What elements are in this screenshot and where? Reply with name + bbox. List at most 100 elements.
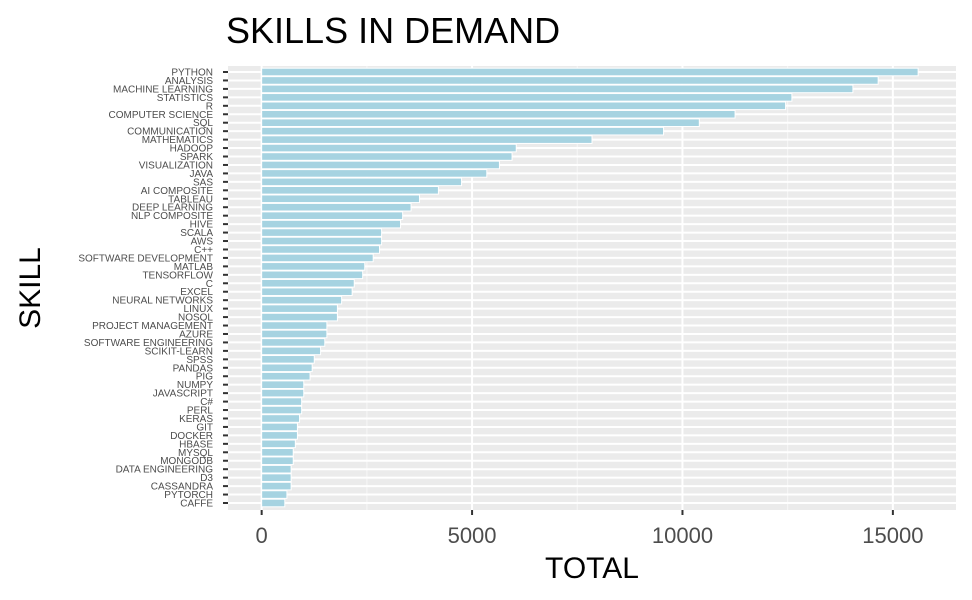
y-tick-label: PANDAS xyxy=(173,363,214,374)
y-tick-label: AWS xyxy=(191,237,214,248)
y-tick-label: DATA ENGINEERING xyxy=(116,465,214,476)
bar xyxy=(261,371,311,381)
bar xyxy=(261,456,294,466)
bar xyxy=(261,219,402,229)
y-tick-label: PYTORCH xyxy=(164,490,213,501)
y-tick-label: SOFTWARE DEVELOPMENT xyxy=(78,253,213,264)
y-tick-label: C# xyxy=(200,397,213,408)
bar xyxy=(261,464,292,474)
bar xyxy=(261,473,292,482)
y-tick-label: EXCEL xyxy=(180,287,213,298)
bar xyxy=(261,236,383,246)
bar xyxy=(261,84,854,94)
bar xyxy=(261,363,313,373)
bar xyxy=(261,76,879,85)
bar xyxy=(261,109,736,119)
bar xyxy=(261,160,500,170)
y-tick-label: SCALA xyxy=(180,228,213,239)
y-tick-label: DOCKER xyxy=(170,431,213,442)
bar xyxy=(261,431,298,440)
bar xyxy=(261,490,288,499)
bar xyxy=(261,101,787,111)
bar xyxy=(261,93,793,102)
y-tick-label: COMMUNICATION xyxy=(127,127,213,138)
y-tick-label: AI COMPOSITE xyxy=(141,186,214,197)
bar xyxy=(261,388,305,398)
y-tick-label: PYTHON xyxy=(171,68,213,79)
bar xyxy=(261,118,700,128)
bar xyxy=(261,380,305,389)
y-tick-label: AZURE xyxy=(179,329,213,340)
y-tick-label: CASSANDRA xyxy=(151,482,214,493)
bar xyxy=(261,194,420,204)
bar xyxy=(261,270,364,280)
y-tick-label: SQL xyxy=(193,118,213,129)
y-tick-label: SCIKIT-LEARN xyxy=(145,346,213,357)
bar xyxy=(261,135,593,144)
bar xyxy=(261,202,412,212)
y-tick-label: KERAS xyxy=(179,414,213,425)
y-tick-label: HBASE xyxy=(179,439,213,450)
y-tick-label: MATHEMATICS xyxy=(142,135,214,146)
bar xyxy=(261,186,439,195)
bar xyxy=(261,321,328,330)
y-tick-label: MATLAB xyxy=(174,262,214,273)
x-tick-label: 5000 xyxy=(448,523,497,548)
x-axis: 0 5000 10000 15000 xyxy=(256,510,923,548)
bar xyxy=(261,414,301,423)
y-tick-label: SOFTWARE ENGINEERING xyxy=(84,338,213,349)
bar xyxy=(261,211,404,220)
y-tick-label: NEURAL NETWORKS xyxy=(112,296,213,307)
y-tick-label: DEEP LEARNING xyxy=(132,203,213,214)
bar xyxy=(261,253,374,263)
x-tick-label: 0 xyxy=(256,523,268,548)
x-tick-label: 10000 xyxy=(652,523,713,548)
y-tick-label: LINUX xyxy=(184,304,214,315)
bar xyxy=(261,447,294,457)
bar xyxy=(261,228,383,237)
bar xyxy=(261,422,298,432)
y-tick-label: CAFFE xyxy=(180,499,213,510)
y-tick-label: JAVASCRIPT xyxy=(153,389,213,400)
y-tick-label: NLP COMPOSITE xyxy=(131,211,213,222)
y-tick-label: PIG xyxy=(196,372,213,383)
y-tick-label: JAVA xyxy=(189,169,213,180)
bar xyxy=(261,346,322,356)
y-tick-label: HADOOP xyxy=(170,144,214,155)
bar xyxy=(261,295,343,305)
bar xyxy=(261,278,355,288)
bar xyxy=(261,262,366,271)
y-tick-label: PERL xyxy=(187,406,214,417)
bar xyxy=(261,67,919,77)
bar xyxy=(261,143,517,153)
y-tick-label: SPSS xyxy=(186,355,213,366)
bar xyxy=(261,312,338,322)
y-tick-label: VISUALIZATION xyxy=(139,160,213,171)
bar xyxy=(261,126,665,136)
x-axis-title: TOTAL xyxy=(545,552,639,585)
y-tick-label: SPARK xyxy=(180,152,213,163)
bar xyxy=(261,169,488,178)
bar xyxy=(261,439,296,449)
y-tick-label: SAS xyxy=(193,177,213,188)
bar xyxy=(261,152,513,161)
bar xyxy=(261,481,292,491)
bar xyxy=(261,498,286,508)
y-tick-label: ANALYSIS xyxy=(165,76,213,87)
bar xyxy=(261,355,315,364)
y-tick-label: MONGODB xyxy=(160,456,213,467)
bar xyxy=(261,338,326,347)
bar xyxy=(261,304,338,313)
y-axis-title: SKILL xyxy=(14,247,47,329)
y-tick-label: C xyxy=(206,279,213,290)
y-tick-label: GIT xyxy=(196,422,213,433)
y-tick-label: COMPUTER SCIENCE xyxy=(109,110,214,121)
bar xyxy=(261,405,303,415)
y-tick-label: MYSQL xyxy=(178,448,213,459)
y-tick-label: TENSORFLOW xyxy=(142,270,213,281)
y-tick-label: R xyxy=(206,101,213,112)
chart-title: SKILLS IN DEMAND xyxy=(226,10,560,51)
bar xyxy=(261,397,303,406)
